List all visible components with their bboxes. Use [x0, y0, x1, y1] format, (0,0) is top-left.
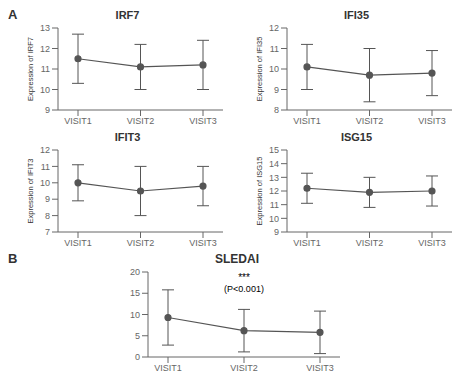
svg-text:Expression of IFI35: Expression of IFI35: [255, 37, 264, 102]
svg-text:VISIT3: VISIT3: [189, 238, 217, 248]
svg-text:VISIT1: VISIT1: [64, 238, 92, 248]
svg-text:(P<0.001): (P<0.001): [224, 284, 264, 294]
svg-text:20: 20: [130, 267, 140, 277]
svg-text:12: 12: [40, 44, 50, 54]
svg-text:VISIT1: VISIT1: [293, 116, 321, 126]
svg-text:9: 9: [45, 194, 50, 204]
svg-text:12: 12: [40, 145, 50, 155]
svg-text:VISIT3: VISIT3: [306, 363, 334, 373]
svg-text:9: 9: [274, 227, 279, 237]
svg-text:7: 7: [45, 227, 50, 237]
svg-text:9: 9: [274, 85, 279, 95]
svg-text:10: 10: [40, 178, 50, 188]
html-text:ISG15: ISG15: [340, 131, 373, 143]
svg-text:VISIT3: VISIT3: [418, 238, 446, 248]
svg-text:VISIT2: VISIT2: [356, 116, 384, 126]
svg-text:VISIT2: VISIT2: [356, 238, 384, 248]
svg-text:15: 15: [130, 288, 140, 298]
svg-text:10: 10: [269, 214, 279, 224]
svg-text:10: 10: [269, 64, 279, 74]
html-text:IFIT3: IFIT3: [114, 131, 141, 143]
html-text:IRF7: IRF7: [115, 9, 140, 21]
svg-text:12: 12: [269, 186, 279, 196]
svg-text:13: 13: [40, 23, 50, 33]
svg-text:VISIT2: VISIT2: [230, 363, 258, 373]
html-text:A: A: [8, 7, 18, 22]
svg-text:11: 11: [41, 162, 50, 172]
svg-text:Expression of ISG15: Expression of ISG15: [255, 157, 264, 226]
svg-text:8: 8: [274, 105, 279, 115]
svg-text:***: ***: [238, 272, 250, 283]
svg-text:VISIT3: VISIT3: [189, 116, 217, 126]
svg-text:11: 11: [270, 44, 279, 54]
svg-text:5: 5: [135, 331, 140, 341]
svg-text:Expression of IRF7: Expression of IRF7: [26, 37, 35, 101]
svg-text:VISIT2: VISIT2: [127, 116, 155, 126]
svg-text:12: 12: [269, 23, 279, 33]
html-text:SLEDAI: SLEDAI: [215, 252, 259, 266]
svg-text:14: 14: [269, 159, 279, 169]
svg-text:11: 11: [270, 200, 279, 210]
svg-text:VISIT1: VISIT1: [154, 363, 182, 373]
svg-text:9: 9: [45, 105, 50, 115]
svg-text:11: 11: [41, 64, 50, 74]
svg-text:10: 10: [40, 85, 50, 95]
svg-text:10: 10: [130, 310, 140, 320]
svg-text:15: 15: [269, 145, 279, 155]
svg-text:VISIT1: VISIT1: [64, 116, 92, 126]
html-text:B: B: [8, 251, 18, 266]
svg-text:VISIT3: VISIT3: [418, 116, 446, 126]
svg-text:13: 13: [269, 173, 279, 183]
svg-text:VISIT1: VISIT1: [293, 238, 321, 248]
svg-text:0: 0: [135, 352, 140, 362]
html-text:IFI35: IFI35: [344, 9, 369, 21]
svg-text:Expression of IFIT3: Expression of IFIT3: [26, 158, 35, 223]
svg-text:VISIT2: VISIT2: [127, 238, 155, 248]
svg-text:8: 8: [45, 211, 50, 221]
